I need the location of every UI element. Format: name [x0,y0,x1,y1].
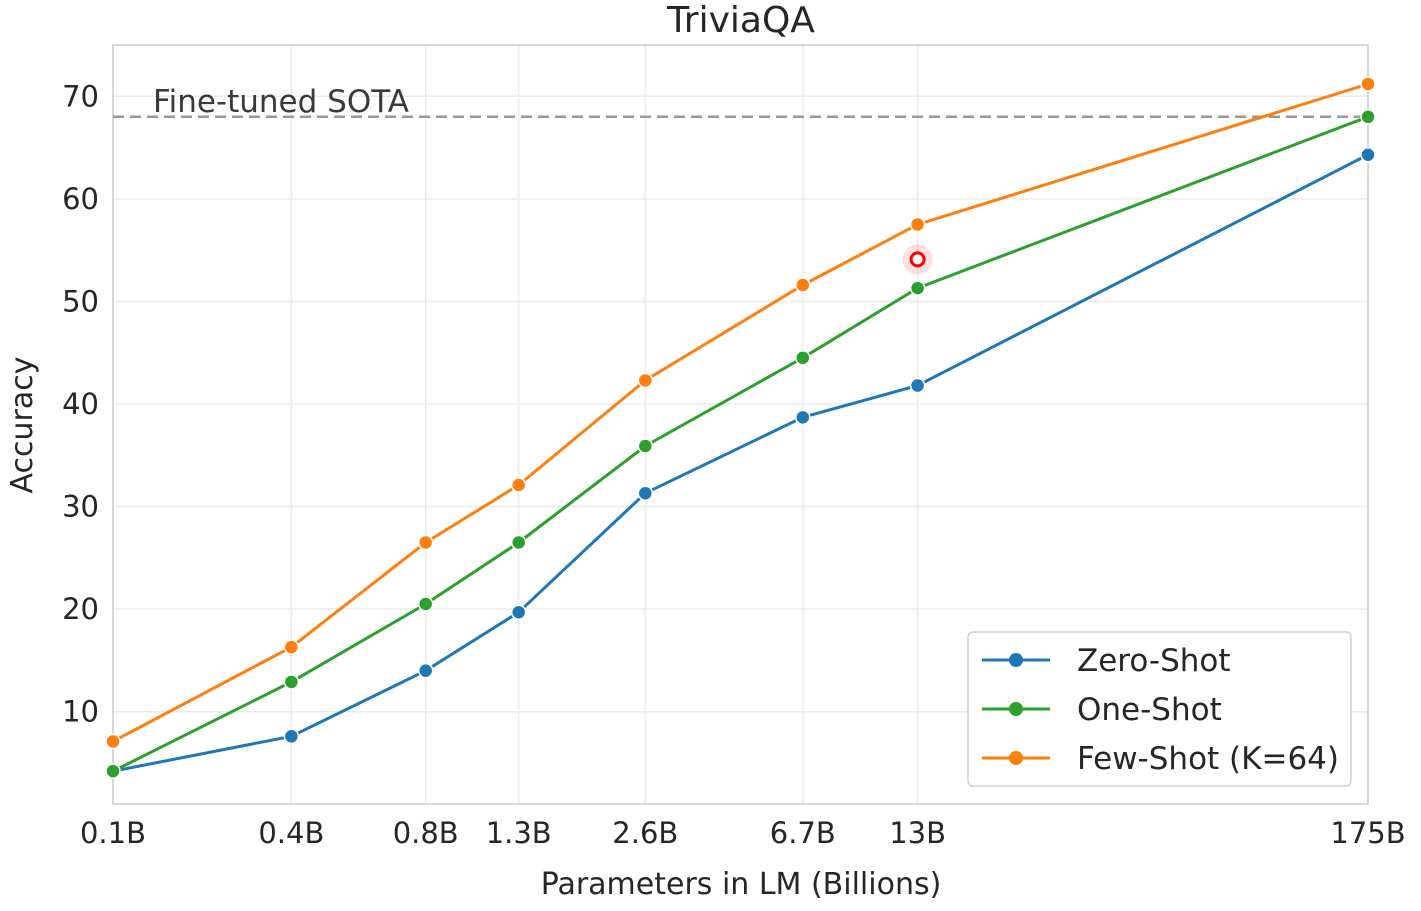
legend-box [967,631,1352,787]
x-tick-label: 13B [889,816,946,850]
y-tick-label: 30 [62,490,99,524]
y-tick-label: 70 [62,79,99,113]
data-point [909,280,926,296]
series-group [105,146,1376,779]
data-point [417,662,434,679]
legend-swatch-marker [1009,702,1023,716]
x-tick-label: 2.6B [612,816,678,850]
legend-items: Zero-Shot One-Shot Few-Shot (K=64) [982,643,1339,777]
data-point [795,409,811,426]
data-point [795,277,811,293]
series-line [112,115,1369,773]
y-tick-label: 20 [62,592,99,626]
y-tick-label: 50 [62,284,99,318]
data-point [417,534,434,551]
data-point [283,639,300,655]
legend-swatch-marker [1009,653,1023,667]
reference-line-label: Fine-tuned SOTA [153,84,409,120]
cursor-marker [909,251,926,268]
data-point [510,604,527,620]
cursor-layer [902,244,933,275]
y-tick-label: 10 [62,695,99,729]
legend-label: Few-Shot (K=64) [1077,741,1339,777]
plot-frame [112,44,1369,805]
data-point [417,596,434,612]
data-point [105,763,121,779]
legend-label: Zero-Shot [1077,643,1231,679]
legend-swatch-marker [1009,751,1023,765]
data-point [795,350,811,366]
series-layer [105,76,1376,779]
data-point [283,674,300,690]
y-axis-title: Accuracy [5,357,40,494]
data-point [1360,146,1376,163]
x-tick-label: 0.4B [258,816,324,850]
x-tick-label: 175B [1330,816,1405,850]
data-point [283,728,300,745]
series-line [112,82,1369,743]
data-point [637,438,654,454]
x-tick-label: 0.8B [393,816,459,850]
x-tick-label: 6.7B [770,816,836,850]
data-point [637,372,654,389]
data-point [105,733,121,750]
data-point [510,534,527,551]
series-group [105,76,1376,750]
data-point [1360,76,1376,92]
chart-title: TriviaQA [666,0,815,41]
y-tick-label: 60 [62,182,99,216]
series-group [105,109,1376,779]
data-point [510,477,527,493]
x-tick-label: 1.3B [486,816,552,850]
data-point [637,485,654,501]
data-point [1360,109,1376,125]
reference-layer: Fine-tuned SOTA [113,84,1368,120]
legend-label: One-Shot [1077,692,1222,728]
series-line [112,153,1369,773]
tick-label-layer: 10 20 30 40 50 60 70 0.1B 0.4B 0.8B 1.3B 2.6B 6.7B 13… [62,79,1406,850]
data-point [909,216,926,233]
data-point [909,377,926,394]
x-tick-label: 0.1B [80,816,146,850]
x-axis-title: Parameters in LM (Billions) [541,867,942,902]
legend: Zero-Shot One-Shot Few-Shot (K=64) [967,631,1352,787]
y-tick-label: 40 [62,387,99,421]
